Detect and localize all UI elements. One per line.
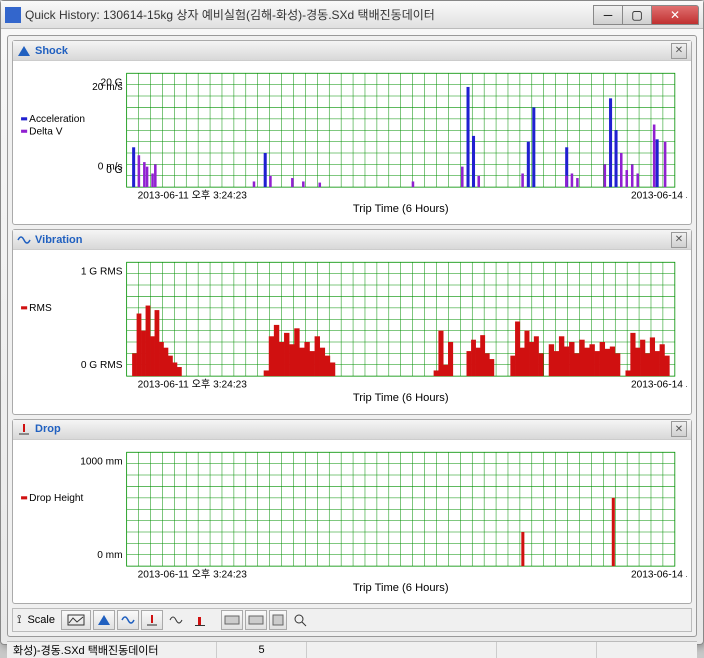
- tool-rect1-button[interactable]: [221, 610, 243, 630]
- tool-overview-button[interactable]: [61, 610, 91, 630]
- shock-chart[interactable]: 0 G0 m/s20 G20 m/s2013-06-11 오후 3:24:232…: [13, 61, 691, 224]
- svg-text:0 m/s: 0 m/s: [98, 162, 123, 173]
- window-title: Quick History: 130614-15kg 상자 예비실험(김해-화성…: [25, 6, 594, 23]
- status-cell-5: [597, 642, 697, 658]
- drop-icon: [17, 422, 31, 436]
- svg-text:0 mm: 0 mm: [97, 549, 122, 560]
- svg-text:2013-06-11 오후 3:24:23: 2013-06-11 오후 3:24:23: [138, 379, 248, 391]
- svg-text:2013-06-14 오후 3:36:40: 2013-06-14 오후 3:36:40: [631, 379, 687, 391]
- drop-chart[interactable]: 0 mm 1000 mm 2013-06-11 오후 3:24:23 2013-06-…: [13, 440, 691, 603]
- toolbar: ⟟ Scale: [12, 608, 692, 632]
- svg-text:Trip Time (6 Hours): Trip Time (6 Hours): [353, 581, 449, 593]
- svg-text:1 G RMS: 1 G RMS: [81, 267, 123, 278]
- status-cell-4: [497, 642, 597, 658]
- svg-text:1000 mm: 1000 mm: [80, 456, 122, 467]
- vibration-panel: Vibration ✕ 0 G RMS 1 G RMS 2013-06-11 오후 …: [12, 229, 692, 414]
- minimize-button[interactable]: ─: [593, 5, 623, 25]
- svg-text:Acceleration: Acceleration: [29, 114, 85, 125]
- drop-panel: Drop ✕ 0 mm 1000 mm 2013-06-11 오후 3:24:23 2…: [12, 419, 692, 604]
- tool-shock-button[interactable]: [93, 610, 115, 630]
- drop-title: Drop: [35, 423, 671, 435]
- status-value: 5: [217, 642, 307, 658]
- svg-text:2013-06-14 오후 3:36:40: 2013-06-14 오후 3:36:40: [631, 568, 687, 580]
- svg-text:0 G RMS: 0 G RMS: [81, 360, 123, 371]
- tool-vibration-button[interactable]: [117, 610, 139, 630]
- titlebar[interactable]: Quick History: 130614-15kg 상자 예비실험(김해-화성…: [1, 1, 703, 29]
- svg-text:2013-06-11 오후 3:24:23: 2013-06-11 오후 3:24:23: [138, 189, 248, 201]
- main-panel: Shock ✕ 0 G0 m/s20 G20 m/s2013-06-11 오후 …: [7, 35, 697, 637]
- shock-title: Shock: [35, 45, 671, 57]
- tool-bar-icon[interactable]: [189, 610, 211, 630]
- shock-panel: Shock ✕ 0 G0 m/s20 G20 m/s2013-06-11 오후 …: [12, 40, 692, 225]
- svg-text:Drop Height: Drop Height: [29, 492, 83, 503]
- drop-close-button[interactable]: ✕: [671, 421, 687, 437]
- svg-text:Trip Time (6 Hours): Trip Time (6 Hours): [353, 392, 449, 404]
- vibration-title: Vibration: [35, 234, 671, 246]
- svg-text:2013-06-14 오후 3:36:40: 2013-06-14 오후 3:36:40: [631, 189, 687, 201]
- tool-drop-button[interactable]: [141, 610, 163, 630]
- close-button[interactable]: ✕: [651, 5, 699, 25]
- status-filename: 화성)-경동.SXd 택배진동데이터: [7, 642, 217, 658]
- svg-text:20 m/s: 20 m/s: [92, 82, 122, 93]
- svg-text:RMS: RMS: [29, 303, 52, 314]
- shock-icon: [17, 44, 31, 58]
- maximize-button[interactable]: ▢: [622, 5, 652, 25]
- shock-close-button[interactable]: ✕: [671, 43, 687, 59]
- svg-text:2013-06-11 오후 3:24:23: 2013-06-11 오후 3:24:23: [138, 568, 248, 580]
- scale-icon: ⟟: [17, 612, 21, 627]
- tool-rect2-button[interactable]: [245, 610, 267, 630]
- vibration-icon: [17, 233, 31, 247]
- tool-square-button[interactable]: [269, 610, 287, 630]
- content-area: Shock ✕ 0 G0 m/s20 G20 m/s2013-06-11 오후 …: [1, 29, 703, 644]
- scale-label: Scale: [23, 614, 59, 626]
- svg-text:Trip Time (6 Hours): Trip Time (6 Hours): [353, 203, 449, 215]
- statusbar: 화성)-경동.SXd 택배진동데이터 5: [7, 641, 697, 658]
- tool-wave-icon[interactable]: [165, 610, 187, 630]
- svg-text:Delta V: Delta V: [29, 126, 62, 137]
- status-cell-3: [307, 642, 497, 658]
- app-window: Quick History: 130614-15kg 상자 예비실험(김해-화성…: [0, 0, 704, 645]
- tool-zoom-icon[interactable]: [289, 610, 311, 630]
- vibration-chart[interactable]: 0 G RMS 1 G RMS 2013-06-11 오후 3:24:23 2013-…: [13, 250, 691, 413]
- app-icon: [5, 7, 21, 23]
- vibration-close-button[interactable]: ✕: [671, 232, 687, 248]
